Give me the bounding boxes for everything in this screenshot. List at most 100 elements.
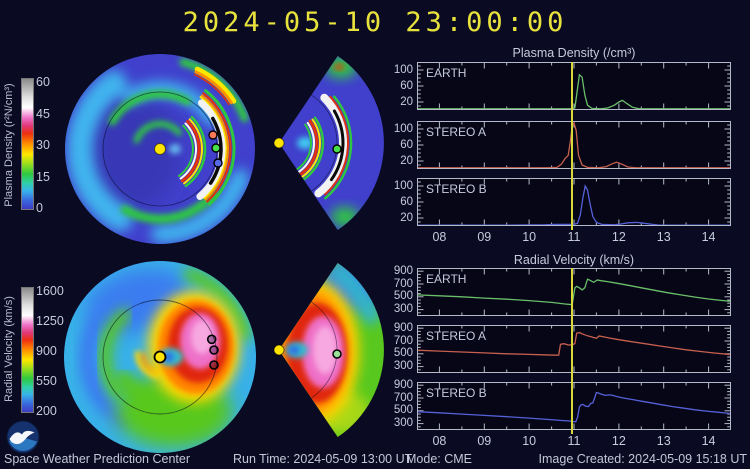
x-axis-tick-label: 10 <box>522 434 537 448</box>
y-axis-tick-label: 60 <box>400 138 413 151</box>
radial-velocity-timeseries: EARTH 300 500 700 900 STEREO A 300 500 700 900 STE… <box>394 265 732 454</box>
panel-plot-stereo-b <box>416 381 732 431</box>
panel-plot-stereo-a <box>416 120 732 170</box>
x-axis-tick-label: 13 <box>656 434 671 448</box>
cme-front-arc <box>196 89 236 206</box>
density-colorbar-gradient <box>21 78 34 210</box>
stereo-a-marker <box>208 130 218 140</box>
radial-velocity-polar-view <box>64 261 256 453</box>
velocity-colorbar-gradient <box>21 287 34 413</box>
sun-marker <box>153 350 167 364</box>
timeseries-panel-stereo-a <box>416 120 732 170</box>
y-axis-tick-label: 700 <box>393 277 413 290</box>
x-axis-tick-label: 14 <box>701 434 716 448</box>
y-axis-tick-label: 500 <box>393 347 413 360</box>
panel-label-stereo-b: STEREO B <box>426 182 487 196</box>
panel-label-earth: EARTH <box>426 272 467 286</box>
velocity-colorbar-label: Radial Velocity (km/s) <box>3 296 15 402</box>
panel-label-stereo-b: STEREO B <box>426 386 487 400</box>
cme-front-arc <box>314 93 353 200</box>
rim-stream-arc <box>193 66 237 106</box>
series-line-earth <box>417 73 731 110</box>
y-axis-tick-label: 20 <box>400 154 413 167</box>
plasma-density-timeseries: EARTH 20 60 100 STEREO A 20 60 100 STEREO B 20 60 1… <box>394 61 732 248</box>
y-axis-tick-label: 900 <box>393 264 413 277</box>
sun-marker <box>154 143 166 155</box>
colorbar-tick-label: 45 <box>36 106 50 121</box>
colorbar-tick-label: 0 <box>36 201 43 215</box>
timeseries-panel-stereo-b <box>416 381 732 431</box>
y-axis-tick-label: 900 <box>393 321 413 334</box>
y-axis-tick-label: 700 <box>393 334 413 347</box>
x-axis-tick-label: 08 <box>432 434 447 448</box>
earth-marker <box>211 143 221 153</box>
y-axis-tick-label: 300 <box>393 360 413 373</box>
x-axis-tick-label: 09 <box>477 230 492 244</box>
series-line-stereo-a <box>416 331 732 356</box>
y-axis-tick-label: 20 <box>400 211 413 224</box>
series-line-stereo-a <box>417 121 731 169</box>
y-axis-tick-label: 20 <box>400 95 413 108</box>
y-axis-tick-label: 900 <box>393 378 413 391</box>
colorbar-tick-label: 15 <box>36 169 50 184</box>
cme-ejecta-blob <box>134 291 240 403</box>
x-axis-tick-label: 14 <box>701 230 716 244</box>
one-au-orbit-circle <box>102 299 218 415</box>
x-axis-tick-label: 13 <box>656 230 671 244</box>
current-time-marker-line <box>571 62 574 230</box>
earth-marker <box>209 345 219 355</box>
colorbar-tick-label: 200 <box>36 404 57 418</box>
cme-inner-crescent <box>177 115 207 188</box>
colorbar-tick-label: 1250 <box>36 314 64 328</box>
y-axis-tick-label: 100 <box>393 63 413 76</box>
timeseries-panel-stereo-b <box>416 177 732 227</box>
colorbar-tick-label: 900 <box>36 344 57 358</box>
footer-image-created: Image Created: 2024-05-09 15:18 UT <box>538 452 747 466</box>
plasma-density-polar-view <box>65 54 255 244</box>
colorbar-tick-label: 1600 <box>36 284 64 298</box>
plasma-density-chart-title: Plasma Density (/cm³) <box>512 46 636 60</box>
sun-marker <box>273 137 285 149</box>
y-axis-tick-label: 100 <box>393 179 413 192</box>
y-axis-tick-label: 700 <box>393 391 413 404</box>
y-axis-tick-label: 60 <box>400 195 413 208</box>
panel-plot-stereo-b <box>416 177 732 227</box>
footer-run-time: Run Time: 2024-05-09 13:00 UT <box>233 452 413 466</box>
x-axis-tick-label: 10 <box>522 230 537 244</box>
panel-label-stereo-a: STEREO A <box>426 329 487 343</box>
x-axis-tick-label: 11 <box>567 230 581 244</box>
panel-plot-stereo-a <box>416 324 732 374</box>
earth-marker <box>332 349 342 359</box>
stereo-a-marker <box>206 334 217 345</box>
x-axis-tick-label: 11 <box>567 434 581 448</box>
y-axis-tick-label: 300 <box>393 303 413 316</box>
y-axis-tick-label: 300 <box>393 417 413 430</box>
y-axis-tick-label: 500 <box>393 290 413 303</box>
cme-inner-crescent <box>294 116 325 183</box>
y-axis-tick-label: 100 <box>393 122 413 135</box>
series-line-stereo-b <box>417 184 731 226</box>
x-axis-tick-label: 09 <box>477 434 492 448</box>
radial-velocity-meridional-view <box>273 263 384 437</box>
earth-marker <box>332 144 342 154</box>
y-axis-tick-label: 500 <box>393 404 413 417</box>
noaa-logo <box>6 420 40 454</box>
sun-marker <box>273 344 285 356</box>
model-time-title: 2024-05-10 23:00:00 <box>182 7 568 38</box>
x-axis-tick-label: 08 <box>432 230 447 244</box>
x-axis-tick-label: 12 <box>611 434 626 448</box>
radial-velocity-chart-title: Radial Velocity (km/s) <box>513 253 635 267</box>
x-axis-tick-label: 12 <box>611 230 626 244</box>
current-time-marker-line <box>571 268 574 434</box>
panel-label-earth: EARTH <box>426 66 467 80</box>
stereo-b-marker <box>213 158 223 168</box>
timeseries-panel-stereo-a <box>416 324 732 374</box>
plasma-density-meridional-view <box>273 56 384 230</box>
panel-plot-earth <box>416 267 732 317</box>
density-colorbar-label: Plasma Density (r²N/cm³) <box>3 83 15 207</box>
series-line-earth <box>416 278 732 306</box>
timeseries-panel-earth <box>416 267 732 317</box>
panel-label-stereo-a: STEREO A <box>426 125 487 139</box>
one-au-orbit-arc <box>311 94 338 192</box>
